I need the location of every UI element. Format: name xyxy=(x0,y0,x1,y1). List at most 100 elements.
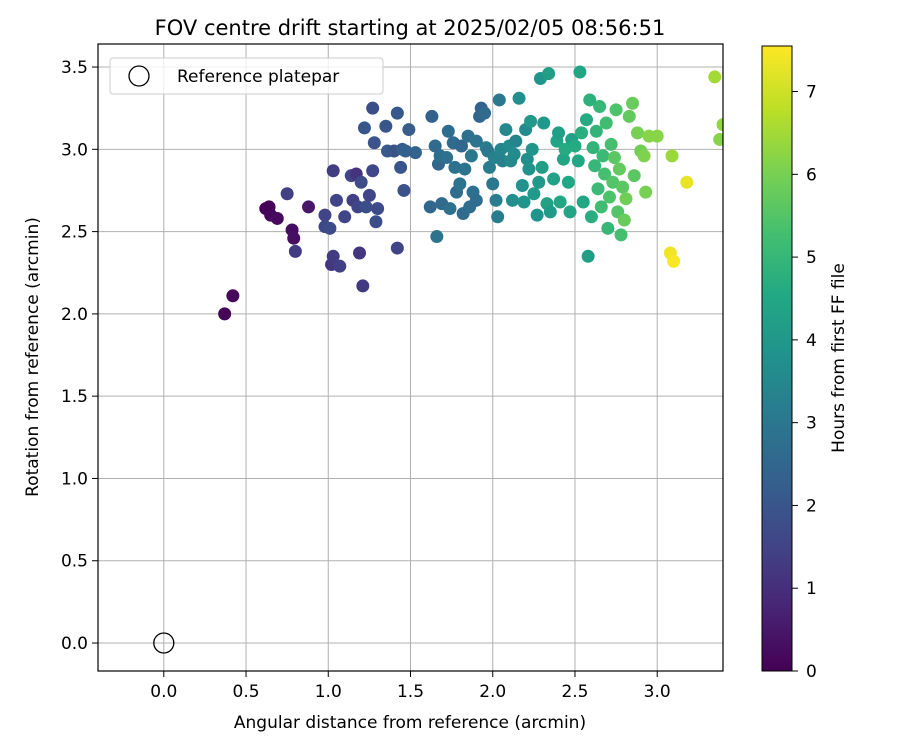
data-point xyxy=(589,124,603,138)
data-point xyxy=(515,179,529,193)
data-point xyxy=(553,195,567,209)
data-point xyxy=(329,193,343,207)
data-point xyxy=(617,213,631,227)
data-point xyxy=(390,241,404,255)
data-point xyxy=(537,116,551,130)
data-point xyxy=(509,134,523,148)
legend: Reference platepar xyxy=(109,57,384,95)
data-point xyxy=(517,195,531,209)
reference-platepar-marker xyxy=(153,632,175,654)
data-point xyxy=(464,149,478,163)
data-point xyxy=(522,162,536,176)
data-point xyxy=(667,254,681,268)
data-point xyxy=(609,103,623,117)
legend-label-reference: Reference platepar xyxy=(177,67,339,87)
data-point xyxy=(512,91,526,105)
data-point xyxy=(571,154,585,168)
x-tick-label: 1.5 xyxy=(397,682,424,702)
data-point xyxy=(318,208,332,222)
data-point xyxy=(333,259,347,273)
colorbar-tick-label: 0 xyxy=(806,662,817,682)
data-point xyxy=(469,134,483,148)
y-tick-label: 3.0 xyxy=(61,140,88,160)
data-point xyxy=(366,101,380,115)
data-point xyxy=(599,116,613,130)
data-point xyxy=(626,96,640,110)
x-tick-label: 2.5 xyxy=(561,682,588,702)
data-point xyxy=(469,193,483,207)
data-point xyxy=(369,215,383,229)
chart-title: FOV centre drift starting at 2025/02/05 … xyxy=(155,16,666,40)
data-point xyxy=(428,139,442,153)
data-point xyxy=(525,142,539,156)
data-point xyxy=(371,202,385,216)
data-point xyxy=(356,279,370,293)
data-point xyxy=(593,100,607,114)
y-tick-label: 2.5 xyxy=(61,223,88,243)
data-point xyxy=(441,124,455,138)
y-tick-label: 2.0 xyxy=(61,305,88,325)
data-point xyxy=(408,146,422,160)
data-point xyxy=(637,149,651,163)
data-point xyxy=(596,149,610,163)
data-point xyxy=(568,139,582,153)
data-point xyxy=(270,211,284,225)
data-point xyxy=(680,175,694,189)
x-axis: 0.0 0.5 1.0 1.5 2.0 2.5 3.0 xyxy=(150,671,671,702)
data-point xyxy=(598,167,612,181)
y-axis: 0.0 0.5 1.0 1.5 2.0 2.5 3.0 3.5 xyxy=(61,58,98,654)
data-point xyxy=(542,67,556,81)
data-point xyxy=(530,208,544,222)
data-point xyxy=(547,172,561,186)
data-point xyxy=(527,187,541,201)
data-point xyxy=(535,160,549,174)
data-point xyxy=(561,175,575,189)
data-point xyxy=(354,175,368,189)
colorbar-label: Hours from first FF file xyxy=(829,263,849,453)
data-point xyxy=(607,151,621,165)
legend-marker-reference xyxy=(128,65,150,87)
data-point xyxy=(507,147,521,161)
data-point xyxy=(425,109,439,123)
data-point xyxy=(558,142,572,156)
data-point xyxy=(402,123,416,137)
data-point xyxy=(606,175,620,189)
data-point xyxy=(586,141,600,155)
data-point xyxy=(713,132,723,146)
data-point xyxy=(362,188,376,202)
data-point xyxy=(478,106,492,120)
y-tick-label: 0.5 xyxy=(61,552,88,572)
data-point xyxy=(639,185,653,199)
data-point xyxy=(556,152,570,166)
data-point xyxy=(552,126,566,140)
colorbar: 0 1 2 3 4 5 6 7 Hours from first FF file xyxy=(761,45,849,682)
data-point xyxy=(440,151,454,165)
x-axis-label: Angular distance from reference (arcmin) xyxy=(234,713,586,733)
legend-box xyxy=(109,57,384,95)
data-point xyxy=(543,205,557,219)
x-tick-label: 0.0 xyxy=(150,682,177,702)
data-point xyxy=(390,106,404,120)
data-point xyxy=(614,228,628,242)
colorbar-tick-label: 6 xyxy=(806,165,817,185)
y-tick-label: 3.5 xyxy=(61,58,88,78)
data-point xyxy=(338,210,352,224)
data-point xyxy=(280,187,294,201)
data-point xyxy=(326,249,340,263)
data-point xyxy=(532,175,546,189)
data-point xyxy=(604,137,618,151)
y-tick-label: 1.5 xyxy=(61,387,88,407)
data-point xyxy=(454,139,468,153)
data-point xyxy=(453,177,467,191)
x-tick-label: 0.5 xyxy=(233,682,260,702)
data-point xyxy=(323,221,337,235)
y-tick-label: 1.0 xyxy=(61,469,88,489)
colorbar-gradient xyxy=(761,45,793,672)
data-point xyxy=(576,195,590,209)
data-point xyxy=(492,93,506,107)
data-point xyxy=(288,244,302,258)
data-point xyxy=(627,169,641,183)
colorbar-tick-label: 2 xyxy=(806,496,817,516)
data-point xyxy=(443,202,457,216)
